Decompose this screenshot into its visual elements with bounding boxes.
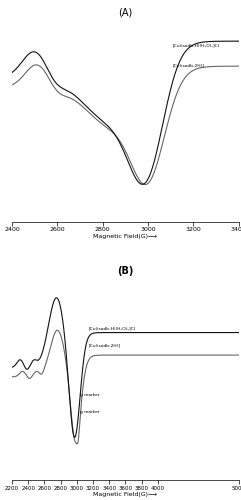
X-axis label: Magnetic Field(G)⟶: Magnetic Field(G)⟶ [93,234,157,238]
Title: (A): (A) [118,8,133,18]
Text: g marker: g marker [80,392,100,396]
Text: [Cu(isodb-2H)]: [Cu(isodb-2H)] [173,63,205,67]
Text: [Cu(isodb-H)(H₂O)₂]Cl: [Cu(isodb-H)(H₂O)₂]Cl [89,326,136,330]
Text: [Cu(isodb-2H)]: [Cu(isodb-2H)] [89,344,121,348]
Text: g marker: g marker [80,410,100,414]
Title: (B): (B) [117,266,134,276]
Text: [Cu(isodb-H)(H₂O)₂]Cl: [Cu(isodb-H)(H₂O)₂]Cl [173,43,220,47]
X-axis label: Magnetic Field(G)⟶: Magnetic Field(G)⟶ [93,492,157,497]
